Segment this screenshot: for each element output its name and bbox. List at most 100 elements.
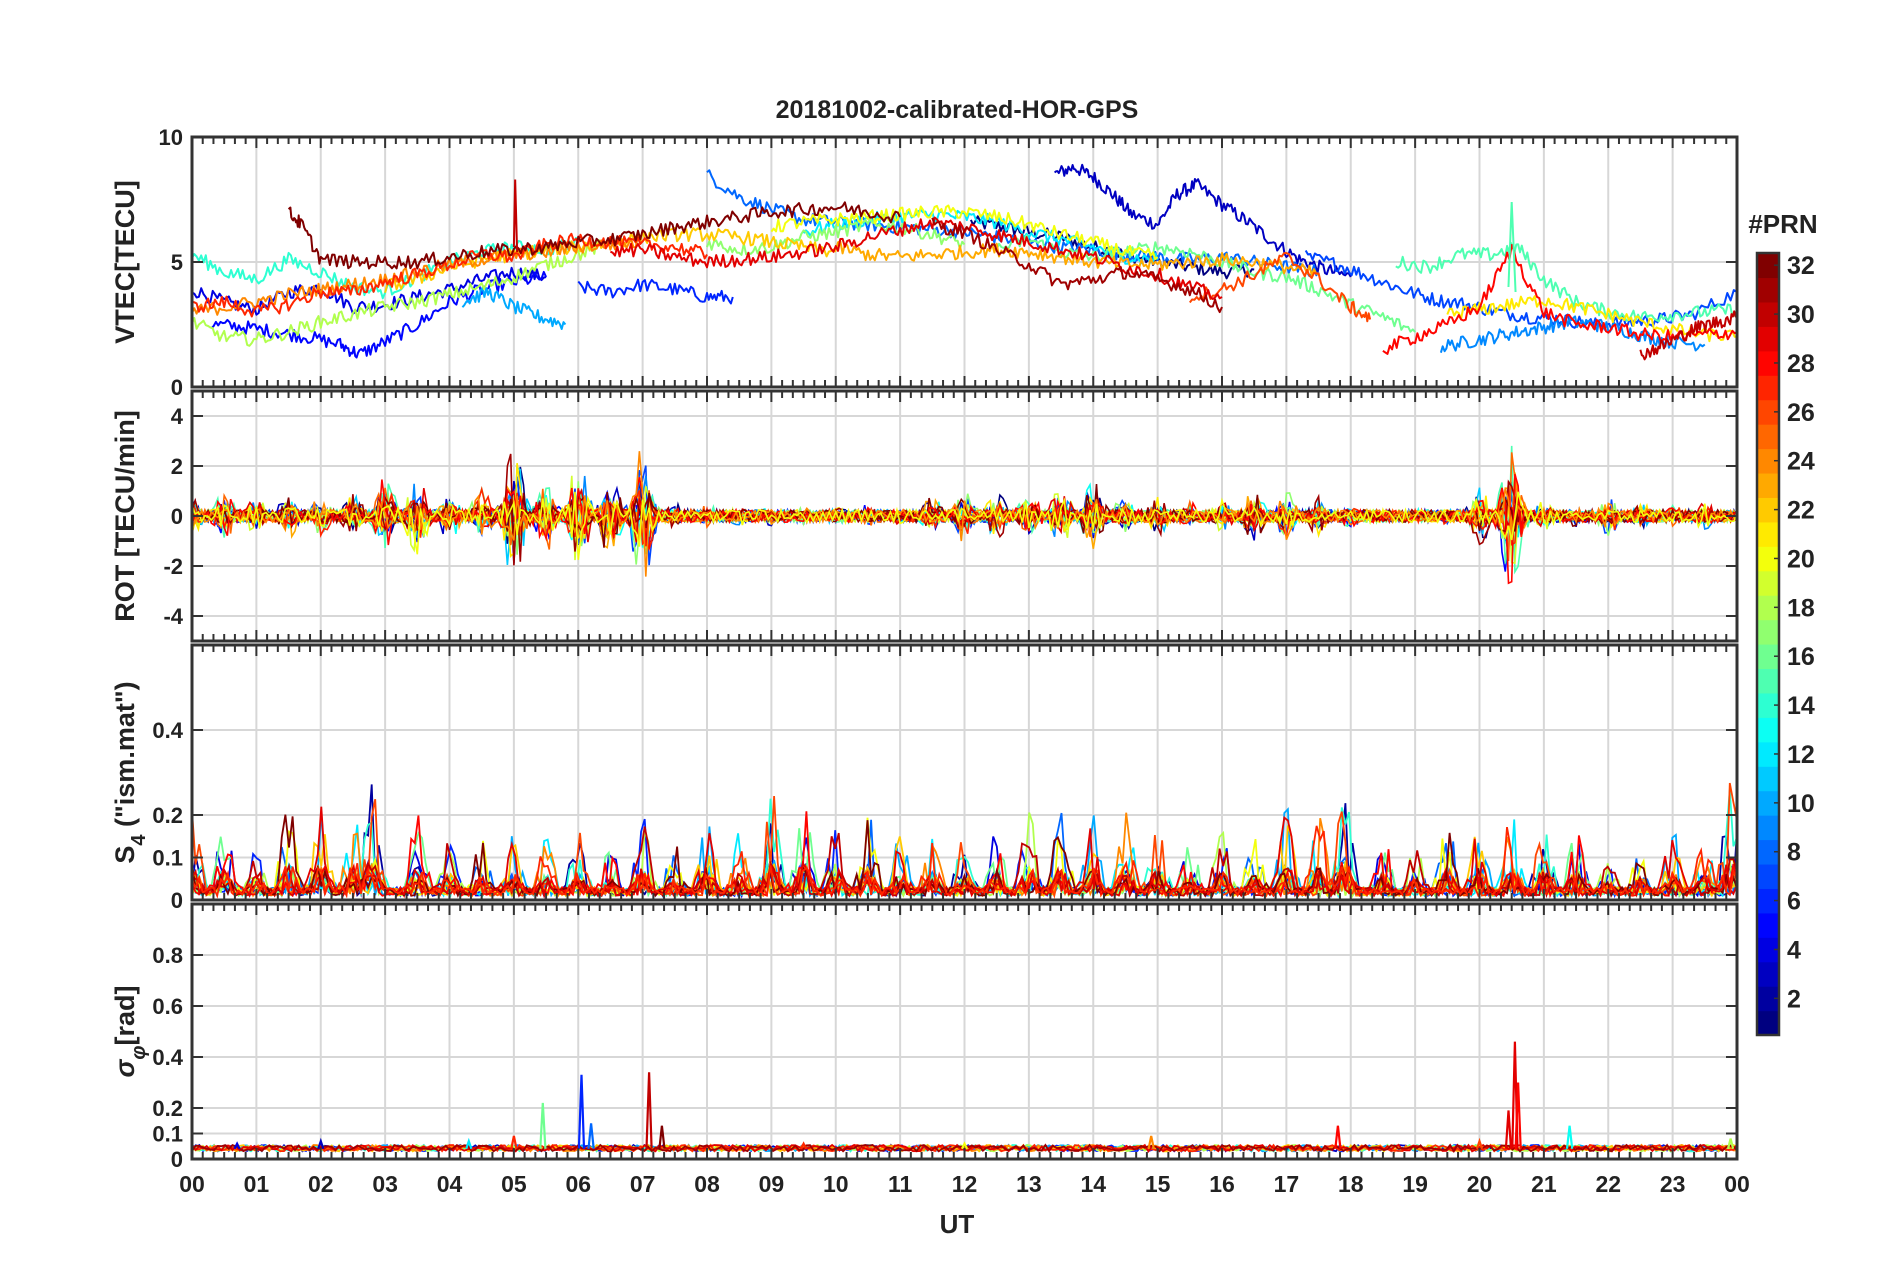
- x-axis: 00 01 02 03 04 05 06 07 08 09 10 11 12 13 14 15 16 17 18 19…: [179, 1171, 1750, 1197]
- vtec-line-prn-10: [461, 286, 567, 330]
- colorbar-segment: [1757, 399, 1779, 425]
- colorbar-segment: [1757, 1010, 1779, 1036]
- vtec-line-prn-9: [1439, 315, 1706, 353]
- x-tick-label: 03: [372, 1171, 398, 1197]
- colorbar-segment: [1757, 692, 1779, 718]
- sigma-ytick-label: 0: [171, 1147, 183, 1172]
- sigma-ytick-label: 0.4: [152, 1045, 183, 1070]
- s4-ylabel: S4 ("ism.mat"): [110, 681, 150, 863]
- vtec-line-prn-12: [802, 209, 1159, 265]
- colorbar-segment: [1757, 668, 1779, 694]
- rot-line-prn-31: [191, 453, 1738, 566]
- colorbar-segment: [1757, 863, 1779, 889]
- colorbar-tick-label: 26: [1787, 399, 1815, 427]
- vtec-ytick-label: 5: [171, 250, 183, 275]
- vtec-line-prn-3: [1053, 163, 1352, 278]
- x-tick-label: 04: [437, 1171, 463, 1197]
- vtec-line-prn-7: [1304, 250, 1738, 331]
- vtec-line-prn-6: [577, 278, 734, 305]
- vtec-line-prn-27: [191, 232, 708, 318]
- sigma-spike: [800, 1141, 808, 1150]
- vtec-ylabel: VTEC[TECU]: [110, 180, 140, 344]
- colorbar-tick-label: 18: [1787, 594, 1815, 622]
- x-tick-label: 07: [630, 1171, 656, 1197]
- colorbar-segment: [1757, 644, 1779, 670]
- vtec-spike: [1507, 201, 1517, 293]
- rot-ylabel: ROT [TECU/min]: [110, 410, 140, 621]
- colorbar-segment: [1757, 570, 1779, 596]
- rot-ytick-label: -4: [163, 604, 183, 629]
- colorbar-segment: [1757, 717, 1779, 743]
- colorbar-tick-label: 14: [1787, 692, 1815, 720]
- colorbar-tick-label: 30: [1787, 301, 1815, 329]
- colorbar-segment: [1757, 301, 1779, 327]
- vtec-axes-frame: [190, 135, 1739, 389]
- colorbar-segment: [1757, 888, 1779, 914]
- colorbar-segment: [1757, 253, 1779, 279]
- sigma-spike: [577, 1074, 586, 1149]
- vtec-line-prn-26: [1189, 252, 1372, 323]
- colorbar-segment: [1757, 986, 1779, 1012]
- colorbar-tick-label: 32: [1787, 252, 1815, 280]
- sigma-ylabel-rest: [rad]: [110, 986, 140, 1046]
- colorbar-segment: [1757, 912, 1779, 938]
- colorbar-segment: [1757, 815, 1779, 841]
- vtec-line-prn-28: [1382, 244, 1738, 355]
- sigma-ylabel-main: σ: [110, 1059, 140, 1078]
- vtec-line-prn-18: [191, 239, 612, 347]
- x-tick-label: 08: [694, 1171, 720, 1197]
- x-tick-label: 01: [244, 1171, 270, 1197]
- s4-ylabel-rest: ("ism.mat"): [110, 681, 140, 834]
- vtec-series: [191, 163, 1738, 361]
- rot-line-prn-20: [191, 491, 1738, 560]
- x-tick-label: 06: [565, 1171, 591, 1197]
- x-tick-label: 13: [1016, 1171, 1042, 1197]
- sigma-axes-frame: [190, 902, 1739, 1161]
- chart-title: 20181002-calibrated-HOR-GPS: [776, 96, 1139, 124]
- x-tick-label: 05: [501, 1171, 527, 1197]
- vtec-line-prn-17: [706, 216, 966, 256]
- vtec-line-prn-23: [834, 240, 1319, 276]
- colorbar-segment: [1757, 766, 1779, 792]
- panel-s4: 00.10.20.4S4 ("ism.mat"): [110, 643, 1739, 913]
- sigma-spike: [645, 1072, 653, 1149]
- sigma-spike: [1475, 1137, 1484, 1150]
- x-tick-label: 18: [1338, 1171, 1364, 1197]
- s4-axes-frame: [190, 643, 1739, 902]
- panel-rot: -4 -2 0 2 4 ROT [TECU/min]: [110, 389, 1739, 643]
- sigma-spike: [1565, 1125, 1574, 1149]
- colorbar-segment: [1757, 350, 1779, 376]
- sigma-ylabel: σφ[rad]: [110, 986, 150, 1078]
- colorbar-segment: [1757, 839, 1779, 865]
- colorbar-segment: [1757, 546, 1779, 572]
- sigma-spike: [587, 1123, 595, 1149]
- colorbar-segment: [1757, 741, 1779, 767]
- x-tick-label: 19: [1402, 1171, 1428, 1197]
- x-tick-label: 00: [179, 1171, 205, 1197]
- colorbar-segment: [1757, 277, 1779, 303]
- x-tick-label: 02: [308, 1171, 334, 1197]
- s4-ytick-label: 0.1: [152, 846, 183, 871]
- x-tick-label: 14: [1080, 1171, 1106, 1197]
- panel-vtec: 0 5 10 VTEC[TECU]: [110, 125, 1739, 400]
- vtec-line-prn-31: [931, 217, 1223, 314]
- x-tick-label: 10: [823, 1171, 849, 1197]
- x-tick-label: 22: [1595, 1171, 1621, 1197]
- sigma-ticks: 00.10.2 0.4 0.6 0.8: [152, 904, 1737, 1172]
- colorbar-segment: [1757, 595, 1779, 621]
- colorbar-segment: [1757, 790, 1779, 816]
- s4-ytick-label: 0.2: [152, 803, 183, 828]
- rot-series: [191, 445, 1738, 585]
- colorbar-segment: [1757, 497, 1779, 523]
- x-tick-label: 09: [759, 1171, 785, 1197]
- colorbar-tick-label: 28: [1787, 350, 1815, 378]
- colorbar-tick-label: 22: [1787, 497, 1815, 525]
- x-tick-label: 12: [952, 1171, 978, 1197]
- sigma-spike: [1504, 1110, 1513, 1149]
- vtec-ytick-label: 10: [159, 125, 183, 150]
- sigma-spike: [510, 1135, 518, 1150]
- sigma-ylabel-sub: φ: [128, 1046, 150, 1060]
- colorbar-segment: [1757, 326, 1779, 352]
- x-tick-label: 15: [1145, 1171, 1171, 1197]
